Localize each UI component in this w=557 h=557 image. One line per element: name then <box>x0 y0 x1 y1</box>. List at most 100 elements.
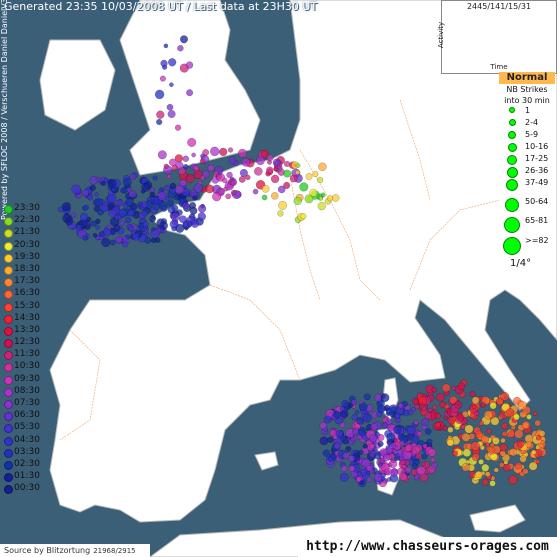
strike-dot <box>142 221 149 228</box>
strike-dot <box>388 459 398 469</box>
histogram-title: 2445/141/15/31 <box>466 2 532 11</box>
strike-dot <box>90 220 97 227</box>
strike-dot <box>173 195 180 201</box>
strike-dot <box>237 148 247 158</box>
strike-dot <box>377 440 384 447</box>
strike-dot <box>185 61 194 69</box>
strike-dot <box>122 241 129 248</box>
strike-dot <box>103 178 109 183</box>
strike-size-icon <box>508 131 516 139</box>
strike-dot <box>266 166 274 174</box>
strike-dot <box>100 180 106 186</box>
strike-dot <box>360 468 367 476</box>
strike-dot <box>363 393 371 401</box>
strike-dot <box>304 194 314 204</box>
strike-dot <box>202 149 210 156</box>
strike-dot <box>531 449 537 455</box>
strike-dot <box>187 137 197 147</box>
site-url[interactable]: http://www.chasseurs-orages.com <box>298 537 557 557</box>
strike-dot <box>393 425 402 434</box>
strike-dot <box>339 435 346 442</box>
strike-dot <box>192 195 198 201</box>
strike-dot <box>480 435 490 444</box>
strike-dot <box>245 174 251 181</box>
strike-dot <box>514 429 524 439</box>
ireland <box>39 39 116 131</box>
sicily <box>469 504 526 533</box>
strike-dot <box>318 196 324 201</box>
strike-size-icon <box>507 143 517 152</box>
strike-dot <box>459 424 466 430</box>
time-color-icon <box>4 436 13 446</box>
strike-dot <box>488 447 496 454</box>
strike-dot <box>150 229 160 239</box>
strike-dot <box>348 454 356 462</box>
time-color-icon <box>4 363 13 373</box>
strike-dot <box>219 147 228 157</box>
strike-dot <box>449 395 458 405</box>
time-label: 08:30 <box>14 385 40 396</box>
strike-dot <box>500 437 506 444</box>
strike-dot <box>493 467 499 473</box>
strike-dot <box>411 406 417 413</box>
strike-dot <box>177 45 184 52</box>
strike-dot <box>169 82 174 88</box>
strike-dot <box>406 426 416 435</box>
strike-dot <box>260 149 269 158</box>
strike-dot <box>373 452 382 460</box>
strike-dot <box>252 188 259 195</box>
strike-dot <box>238 175 246 183</box>
strike-dot <box>124 216 132 224</box>
strike-dot <box>442 425 448 431</box>
strike-dot <box>295 163 301 168</box>
strike-dot <box>98 231 105 238</box>
strike-dot <box>101 237 111 248</box>
strike-dot <box>413 475 419 481</box>
strike-size-icon <box>508 119 516 126</box>
strike-dot <box>207 164 215 172</box>
time-scale-row: 12:30 <box>1 337 49 349</box>
strike-dot <box>354 409 360 415</box>
strike-size-icon <box>503 237 521 255</box>
time-label: 02:30 <box>14 458 40 469</box>
source-code: 21968/2915 <box>93 547 136 555</box>
strike-dot <box>355 476 362 483</box>
strike-dot <box>228 156 237 165</box>
strike-dot <box>339 422 346 428</box>
strike-dot <box>341 400 350 408</box>
legend-row: >=82 <box>499 236 555 256</box>
time-color-icon <box>4 241 13 251</box>
strike-dot <box>163 163 169 169</box>
time-label: 04:30 <box>14 434 40 445</box>
strike-dot <box>370 423 378 431</box>
strike-dot <box>362 413 372 423</box>
strike-size-icon <box>507 155 517 165</box>
strike-dot <box>418 396 428 406</box>
strike-dot <box>94 197 104 207</box>
strike-dot <box>110 239 116 246</box>
strike-dot <box>278 200 288 210</box>
strike-dot <box>471 396 480 405</box>
strike-dot <box>399 459 406 466</box>
strike-dot <box>432 404 438 410</box>
strike-dot <box>471 453 480 462</box>
strike-dot <box>386 432 396 443</box>
legend-size-label: 65-81 <box>525 216 549 225</box>
scale-label: 1/4° <box>510 258 532 269</box>
time-scale: 23:30 22:30 21:30 20:30 19:30 18:30 17:30 16:30… <box>1 203 49 496</box>
strike-dot <box>329 429 337 437</box>
strike-dot <box>421 453 428 460</box>
strike-dot <box>485 442 490 447</box>
strike-dot <box>217 187 225 196</box>
time-color-icon <box>4 448 13 458</box>
strike-dot <box>323 415 332 424</box>
strike-dot <box>119 220 126 227</box>
time-scale-row: 13:30 <box>1 325 49 337</box>
time-label: 05:30 <box>14 422 40 433</box>
strike-dot <box>95 224 101 230</box>
strike-dot <box>112 224 121 232</box>
time-color-icon <box>4 290 13 300</box>
strike-dot <box>538 430 546 437</box>
